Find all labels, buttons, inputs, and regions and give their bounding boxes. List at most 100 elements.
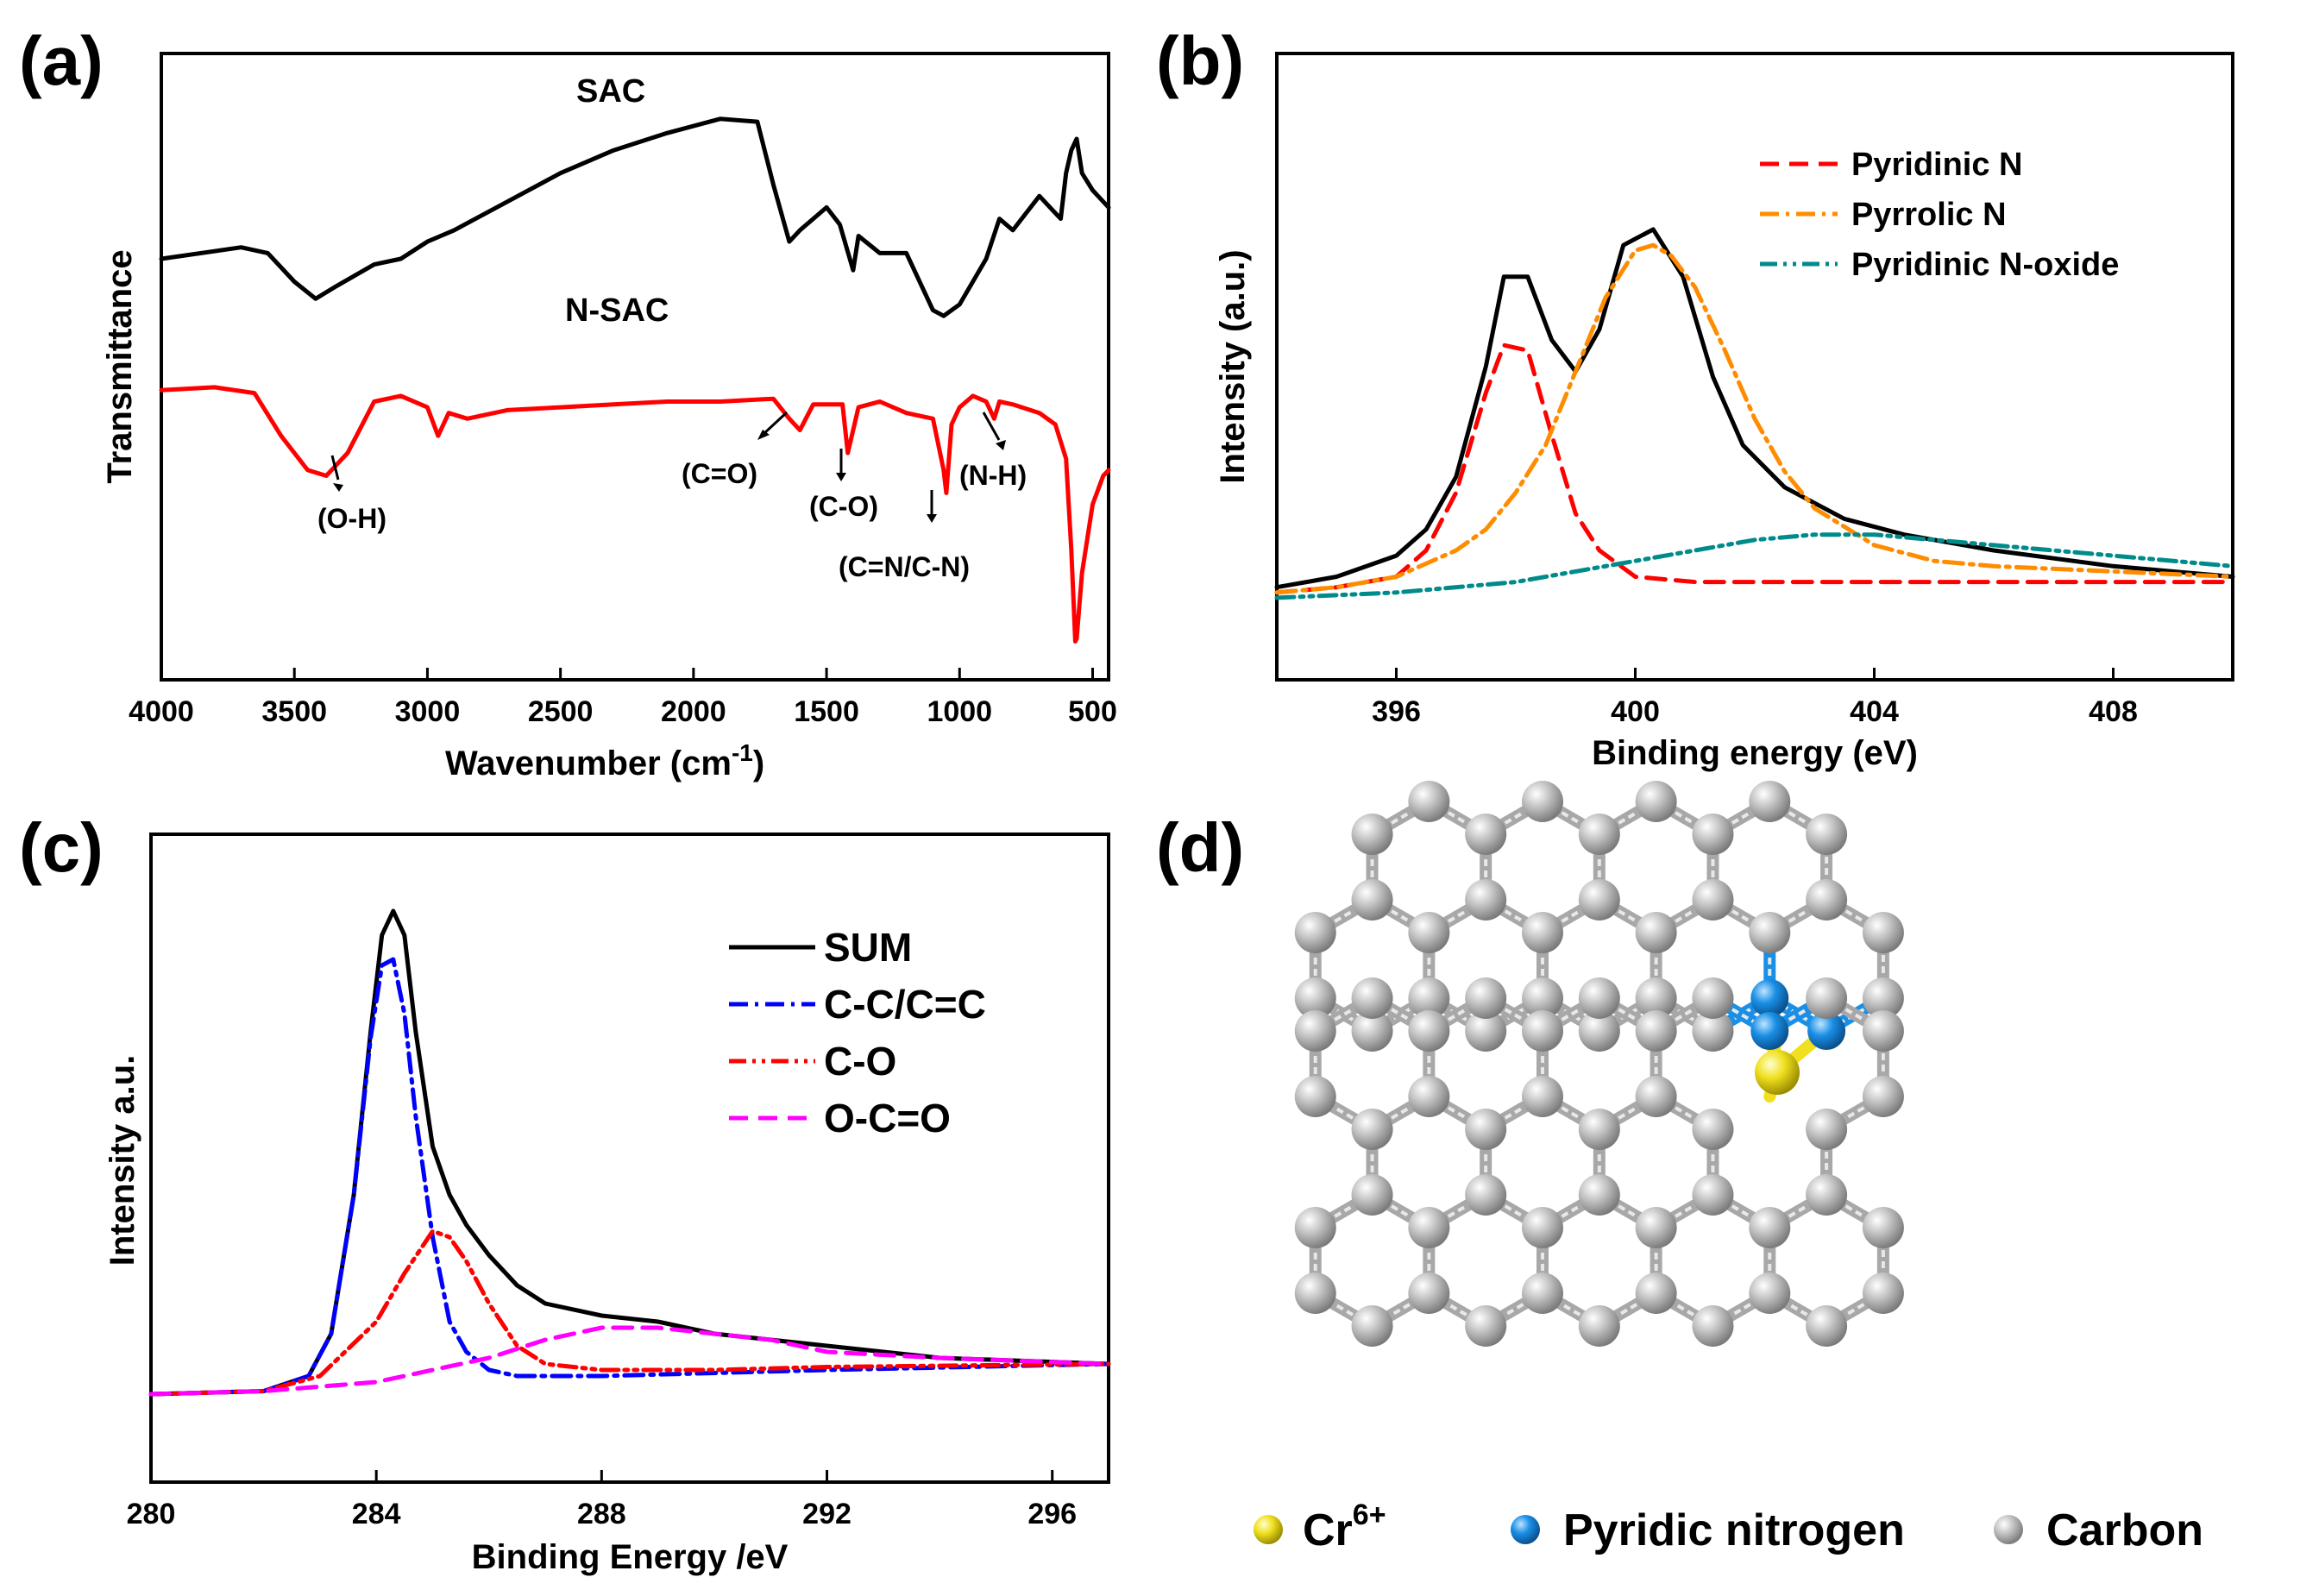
plot-frame-a (160, 52, 1110, 682)
carbon-atom (1862, 1272, 1904, 1314)
x-tick-label-b-3: 408 (2089, 695, 2138, 728)
carbon-atom (1351, 1305, 1393, 1347)
x-tick-label-b-2: 404 (1850, 695, 1899, 728)
carbon-atom (1862, 1076, 1904, 1117)
carbon-atom (1806, 814, 1848, 855)
series-line-b-0 (1274, 227, 2235, 590)
nitrogen-atom (1807, 1012, 1846, 1050)
y-axis-title-a: Transmittance (101, 249, 139, 483)
carbon-atom (1862, 1010, 1904, 1052)
panel-b-xps-n1s: 396 400 404 408 Pyridinic N Pyrrolic N Pyri… (1214, 52, 2235, 772)
series-label-sac: SAC (576, 73, 645, 110)
carbon-atom (1465, 977, 1507, 1019)
carbon-atom (1749, 1207, 1791, 1248)
x-ticks-a: 4000 3500 3000 2500 2000 1500 1000 500 (129, 668, 1117, 728)
carbon-atom (1862, 1207, 1904, 1248)
legend-label-c-o: C-O (824, 1039, 896, 1084)
x-tick-label-c-1: 284 (352, 1498, 401, 1530)
x-axis-title-c: Binding Energy /eV (472, 1538, 789, 1576)
annotation-n-h: (N-H) (959, 412, 1027, 491)
panel-label-c: (c) (19, 809, 104, 886)
carbon-atom (1692, 1305, 1734, 1347)
carbon-atom (1351, 814, 1393, 855)
series-line-b-2 (1274, 242, 2235, 595)
carbon-atom (1635, 977, 1677, 1019)
carbon-atom (1578, 1174, 1620, 1216)
panel-a-ftir: 4000 3500 3000 2500 2000 1500 1000 500 SAC N-SA… (101, 52, 1117, 782)
svg-text:(C-O): (C-O) (809, 491, 878, 522)
legend-label-c-c: C-C/C=C (824, 982, 986, 1027)
carbon-atom (1294, 1010, 1336, 1052)
carbon-atom (1578, 879, 1620, 921)
carbon-atom (1578, 814, 1620, 855)
annotation-c-n: (C=N/C-N) (839, 490, 970, 582)
legend-nitrogen-atom-icon (1511, 1515, 1540, 1544)
series-line-c-1 (148, 957, 1111, 1397)
x-tick-label-a-1: 3500 (261, 695, 327, 728)
carbon-atom (1465, 1010, 1507, 1052)
annotation-o-h: (O-H) (317, 455, 386, 534)
carbon-atom (1635, 912, 1677, 953)
carbon-atom (1351, 1109, 1393, 1150)
carbon-atom (1522, 912, 1563, 953)
carbon-atom (1351, 879, 1393, 921)
nitrogen-atom (1750, 1012, 1789, 1050)
x-tick-label-a-5: 1500 (794, 695, 859, 728)
carbon-atom (1522, 1272, 1563, 1314)
legend-cr-atom-icon (1254, 1515, 1283, 1544)
x-tick-label-b-1: 400 (1611, 695, 1660, 728)
carbon-atom (1692, 1010, 1734, 1052)
x-tick-label-c-3: 292 (802, 1498, 852, 1530)
carbon-atom (1522, 1207, 1563, 1248)
legend-c: SUM C-C/C=C C-O O-C=O (729, 925, 986, 1140)
carbon-atom (1749, 912, 1791, 953)
carbon-atom (1578, 1010, 1620, 1052)
annotation-c-o: (C-O) (809, 449, 878, 522)
carbon-atom (1522, 1076, 1563, 1117)
panel-label-b: (b) (1156, 22, 1244, 99)
panel-label-d: (d) (1156, 809, 1244, 886)
carbon-atom (1294, 1207, 1336, 1248)
x-tick-label-a-7: 500 (1068, 695, 1117, 728)
carbon-atom (1862, 912, 1904, 953)
series-line-c-2 (148, 1228, 1111, 1397)
series-line-a-0 (159, 116, 1111, 318)
svg-text:(C=N/C-N): (C=N/C-N) (839, 551, 970, 582)
carbon-atom (1465, 1174, 1507, 1216)
legend-label-pyridinic-n-oxide: Pyridinic N-oxide (1851, 247, 2119, 283)
series-line-b-3 (1274, 532, 2235, 600)
carbon-atom (1294, 1272, 1336, 1314)
legend-label-pyrrolic-n: Pyrrolic N (1851, 197, 2007, 233)
carbon-atom (1806, 1305, 1848, 1347)
carbon-atom (1408, 1010, 1450, 1052)
x-tick-label-c-2: 288 (577, 1498, 626, 1530)
legend-label-sum: SUM (824, 925, 912, 970)
legend-carbon-label: Carbon (2046, 1505, 2203, 1555)
series-b (1274, 227, 2235, 600)
nitrogen-atom (1750, 979, 1789, 1017)
carbon-atom (1408, 912, 1450, 953)
x-tick-label-a-0: 4000 (129, 695, 194, 728)
x-axis-title-b: Binding energy (eV) (1592, 734, 1918, 772)
series-label-n-sac: N-SAC (565, 292, 669, 329)
carbon-atom (1351, 1174, 1393, 1216)
x-ticks-c: 280 284 288 292 296 (127, 1470, 1077, 1530)
carbon-atom (1408, 1207, 1450, 1248)
carbon-atom (1578, 977, 1620, 1019)
carbon-atom (1465, 1305, 1507, 1347)
x-tick-label-a-4: 2000 (661, 695, 726, 728)
carbon-atom (1806, 977, 1848, 1019)
series-line-b-1 (1274, 342, 2235, 595)
x-tick-label-a-3: 2500 (528, 695, 594, 728)
carbon-atom (1692, 1109, 1734, 1150)
carbon-atom (1522, 1010, 1563, 1052)
carbon-atom (1635, 1207, 1677, 1248)
carbon-atom (1294, 1076, 1336, 1117)
carbon-atom (1408, 781, 1450, 822)
legend-cr-label: Cr6+ (1303, 1499, 1386, 1555)
carbon-atom (1692, 1174, 1734, 1216)
carbon-atom (1294, 912, 1336, 953)
carbon-atom (1635, 1076, 1677, 1117)
series-line-c-3 (148, 1325, 1111, 1397)
carbon-atom (1692, 879, 1734, 921)
